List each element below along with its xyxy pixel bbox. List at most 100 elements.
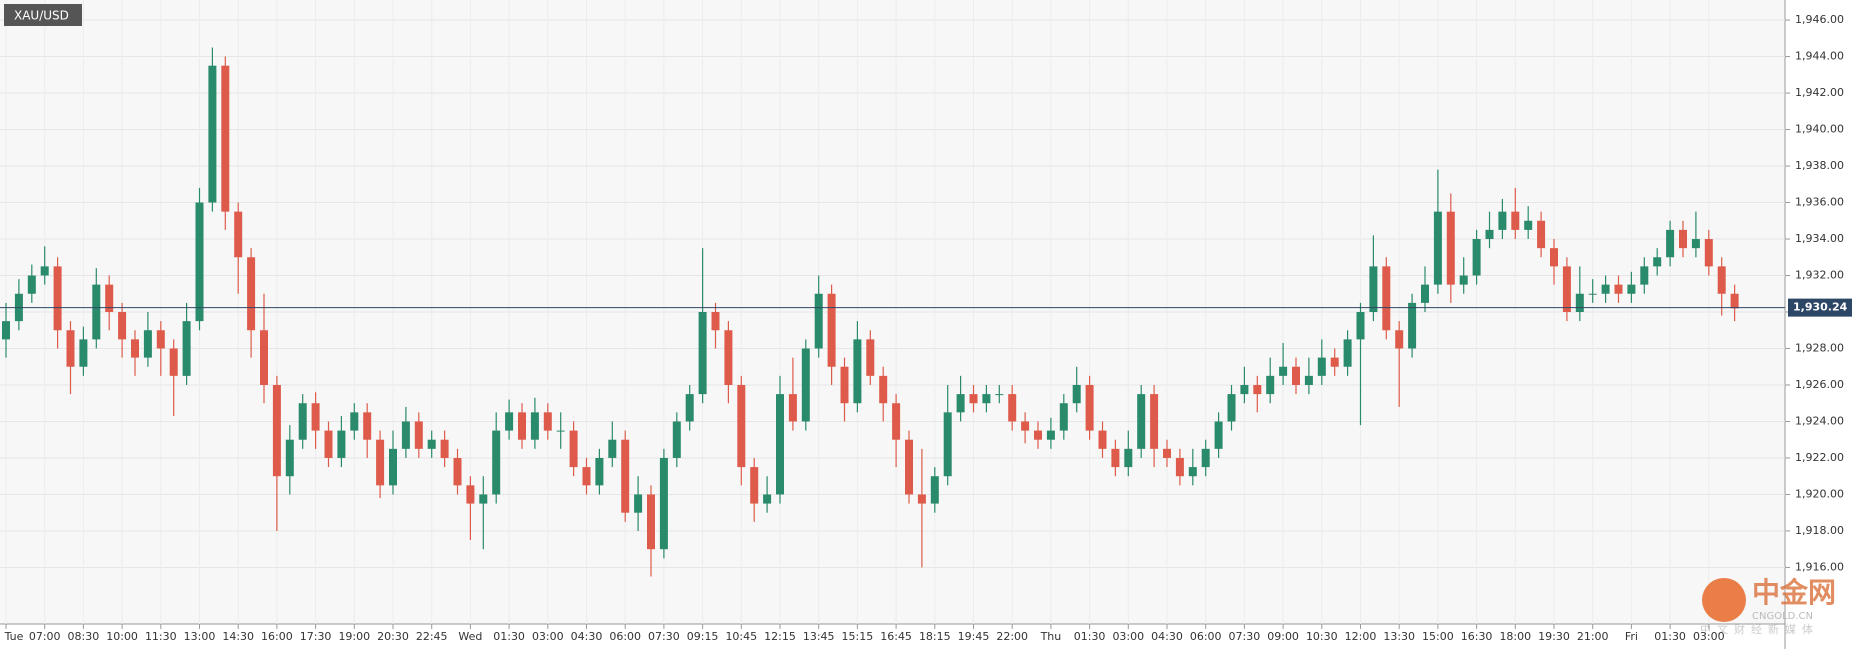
x-tick-label: 16:30 — [1461, 630, 1493, 643]
candle-body — [1640, 266, 1649, 285]
candle-body — [1163, 448, 1171, 458]
x-tick-label: 08:30 — [68, 630, 100, 643]
candle-body — [556, 430, 565, 432]
candle-body — [969, 394, 978, 404]
candle-body — [272, 384, 281, 477]
y-tick-label: 1,940.00 — [1795, 123, 1844, 136]
candle-body — [608, 439, 617, 458]
candle-body — [1059, 403, 1068, 431]
candle-body — [1304, 375, 1313, 385]
candle-body — [1008, 394, 1017, 422]
candle-body — [182, 321, 191, 376]
candle-body — [1485, 229, 1494, 240]
x-tick-label: Thu — [1040, 630, 1062, 643]
y-tick-label: 1,916.00 — [1795, 560, 1844, 573]
y-tick-label: 1,922.00 — [1795, 451, 1844, 464]
candle-body — [1395, 330, 1404, 349]
candle-body — [1524, 220, 1533, 230]
candle-body — [1356, 312, 1365, 340]
candle-body — [1317, 357, 1326, 376]
candle-body — [788, 394, 797, 422]
candle-body — [1330, 357, 1339, 367]
candle-body — [995, 394, 1004, 396]
candle-body — [414, 421, 423, 449]
candle-body — [1614, 284, 1623, 294]
candle-body — [350, 412, 359, 431]
watermark-logo-icon — [1702, 578, 1746, 622]
candle-body — [2, 321, 10, 340]
candle-body — [260, 330, 268, 385]
candle-body — [814, 293, 823, 349]
candle-body — [1666, 229, 1675, 258]
candle-body — [1085, 384, 1094, 431]
x-tick-label: 20:30 — [377, 630, 409, 643]
candle-body — [685, 394, 694, 422]
candle-body — [1369, 266, 1378, 312]
x-tick-label: 03:00 — [532, 630, 564, 643]
candle-body — [763, 494, 772, 504]
candle-body — [1408, 302, 1417, 349]
candle-body — [840, 366, 849, 404]
x-tick-label: 12:15 — [764, 630, 796, 643]
candle-body — [169, 348, 178, 376]
candle-body — [1459, 275, 1468, 285]
candle-body — [143, 330, 152, 358]
candle-body — [917, 494, 926, 504]
x-tick-label: 13:00 — [184, 630, 216, 643]
x-tick-label: 22:45 — [416, 630, 448, 643]
candle-body — [156, 330, 165, 349]
candle-body — [363, 412, 372, 440]
candle-body — [105, 284, 114, 312]
watermark-logo: 中金网 — [1752, 576, 1836, 609]
candle-body — [698, 312, 707, 395]
x-tick-label: 07:30 — [1229, 630, 1261, 643]
y-tick-label: 1,946.00 — [1795, 13, 1844, 26]
candle-body — [53, 266, 62, 331]
candle-body — [1240, 384, 1249, 395]
x-tick-label: 14:30 — [222, 630, 254, 643]
candle-body — [1266, 375, 1275, 395]
candle-body — [1704, 239, 1713, 267]
x-tick-label: 19:45 — [958, 630, 990, 643]
candle-body — [479, 494, 488, 504]
candle-body — [1730, 293, 1739, 309]
candle-body — [1421, 284, 1429, 303]
candle-body — [505, 412, 514, 431]
x-tick-label: 10:45 — [725, 630, 757, 643]
x-tick-label: 04:30 — [1151, 630, 1183, 643]
candle-body — [376, 439, 385, 486]
candle-body — [1511, 211, 1520, 230]
candle-body — [530, 412, 539, 440]
candle-body — [1021, 421, 1030, 431]
x-tick-label: 18:00 — [1499, 630, 1531, 643]
candle-body — [1111, 448, 1120, 468]
candle-body — [930, 476, 939, 504]
x-tick-label: 16:00 — [261, 630, 293, 643]
candle-body — [634, 494, 643, 513]
candles — [2, 47, 1739, 577]
x-tick-label: 01:30 — [493, 630, 525, 643]
candle-body — [621, 439, 630, 513]
y-tick-label: 1,938.00 — [1795, 159, 1844, 172]
candle-body — [118, 312, 127, 340]
candle-body — [711, 312, 720, 331]
y-tick-label: 1,920.00 — [1795, 487, 1844, 500]
x-tick-label: 07:00 — [29, 630, 61, 643]
candle-body — [1137, 394, 1146, 449]
x-tick-label: Wed — [458, 630, 482, 643]
last-price-badge — [1788, 298, 1852, 317]
candle-body — [1498, 211, 1507, 230]
candle-body — [131, 339, 139, 358]
x-tick-label: 18:15 — [919, 630, 951, 643]
candle-body — [1188, 467, 1197, 477]
candle-body — [427, 439, 436, 449]
x-tick-label: 16:45 — [880, 630, 912, 643]
x-tick-label: 13:45 — [803, 630, 835, 643]
candle-body — [1588, 293, 1597, 295]
candle-body — [1382, 266, 1391, 331]
x-tick-label: Tue — [4, 630, 24, 643]
candle-body — [234, 211, 243, 258]
candle-body — [982, 394, 991, 404]
candle-body — [827, 293, 836, 367]
